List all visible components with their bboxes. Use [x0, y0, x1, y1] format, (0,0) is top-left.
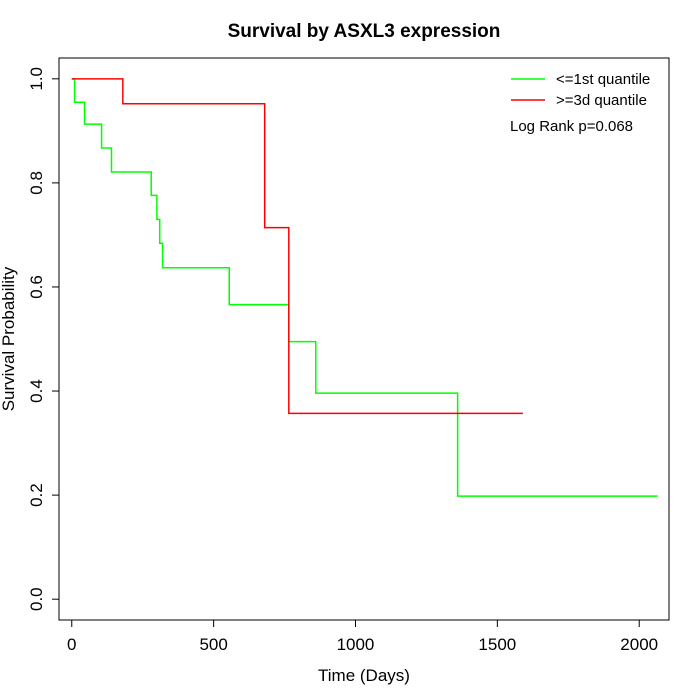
x-axis-label: Time (Days): [318, 666, 410, 685]
survival-curve-high: [71, 78, 523, 415]
y-tick-label: 0.2: [27, 483, 46, 507]
plot-frame: [58, 57, 670, 621]
x-tick-label: 0: [67, 635, 76, 654]
y-axis: 0.0 0.2 0.4 0.6 0.8 1.0: [27, 67, 60, 611]
x-tick-label: 2000: [620, 635, 658, 654]
legend-label-high: >=3d quantile: [556, 92, 647, 109]
log-rank-annotation: Log Rank p=0.068: [510, 118, 633, 135]
series-layer: [71, 78, 658, 497]
y-tick-label: 0.4: [27, 379, 46, 403]
y-tick-label: 1.0: [27, 67, 46, 91]
survival-curve-low: [71, 78, 658, 497]
y-tick-label: 0.8: [27, 171, 46, 195]
x-tick-label: 1500: [478, 635, 516, 654]
y-tick-label: 0.6: [27, 275, 46, 299]
x-axis: 0 500 1000 1500 2000: [67, 619, 658, 654]
y-tick-label: 0.0: [27, 587, 46, 611]
y-axis-label: Survival Probability: [0, 266, 18, 411]
legend-label-low: <=1st quantile: [556, 71, 650, 88]
legend: <=1st quantile >=3d quantile: [511, 71, 650, 109]
chart-title: Survival by ASXL3 expression: [228, 21, 501, 42]
x-tick-label: 1000: [337, 635, 375, 654]
x-tick-label: 500: [199, 635, 227, 654]
